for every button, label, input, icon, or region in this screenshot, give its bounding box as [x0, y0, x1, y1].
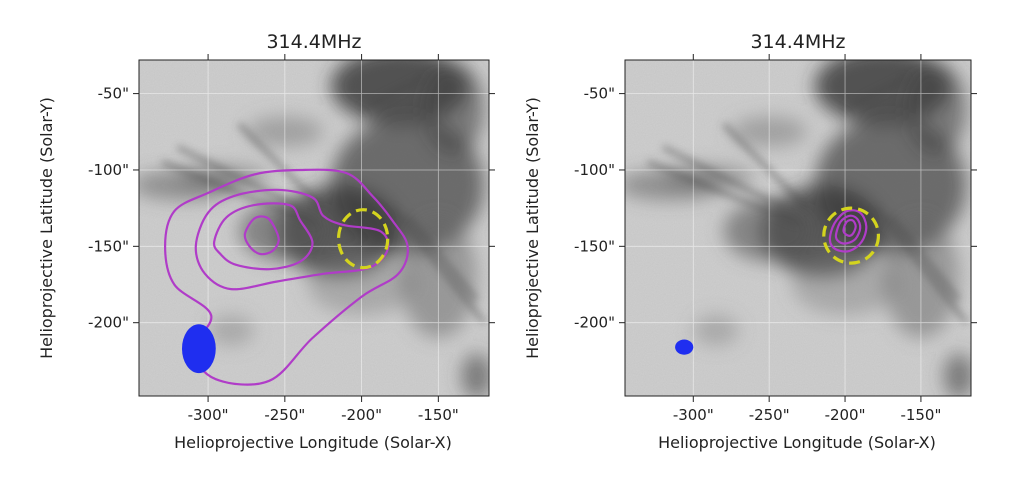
- y-tick-label: -100": [88, 161, 129, 179]
- axes-frame: [138, 59, 490, 397]
- chart-title: 314.4MHz: [750, 31, 845, 53]
- right-panel: -300" -250" -200" -150" -50" -100" -150" -200" 3…: [523, 31, 977, 452]
- y-tick-label: -150": [574, 237, 615, 255]
- contour-level-1: [828, 209, 868, 253]
- x-tick-label: -150": [418, 406, 459, 424]
- y-tick-label: -200": [88, 314, 129, 332]
- x-tick-label: -200": [825, 406, 866, 424]
- left-panel: -300" -250" -200" -150" -50" -100" -150" -200" 3…: [37, 31, 495, 452]
- contour-level-2: [834, 214, 862, 245]
- contour-level-4: [243, 215, 280, 256]
- axes-frame: [624, 59, 972, 397]
- x-axis-label: Helioprojective Longitude (Solar-X): [658, 433, 936, 452]
- grid-lines: [139, 60, 489, 396]
- x-tick-label: -250": [264, 406, 305, 424]
- y-tick-label: -200": [574, 314, 615, 332]
- y-tick-label: -50": [98, 85, 129, 103]
- x-tick-label: -300": [188, 406, 229, 424]
- x-tick-label: -250": [749, 406, 790, 424]
- source-marker-ellipse: [822, 206, 881, 265]
- x-tick-label: -300": [673, 406, 714, 424]
- y-tick-label: -50": [584, 85, 615, 103]
- x-axis-label: Helioprojective Longitude (Solar-X): [174, 433, 452, 452]
- contour-level-2: [194, 188, 390, 291]
- y-axis-label: Helioprojective Latitude (Solar-Y): [37, 97, 56, 359]
- beam-ellipse: [181, 324, 216, 374]
- source-marker-ellipse: [336, 208, 390, 270]
- grid-lines: [625, 60, 971, 396]
- contour-level-3: [212, 202, 314, 271]
- x-tick-label: -150": [900, 406, 941, 424]
- contours: [828, 209, 868, 253]
- beam-ellipse: [675, 339, 694, 355]
- y-axis-label: Helioprojective Latitude (Solar-Y): [523, 97, 542, 359]
- chart-title: 314.4MHz: [266, 31, 361, 53]
- y-tick-label: -150": [88, 237, 129, 255]
- x-tick-label: -200": [341, 406, 382, 424]
- contour-level-3: [842, 218, 857, 237]
- y-tick-label: -100": [574, 161, 615, 179]
